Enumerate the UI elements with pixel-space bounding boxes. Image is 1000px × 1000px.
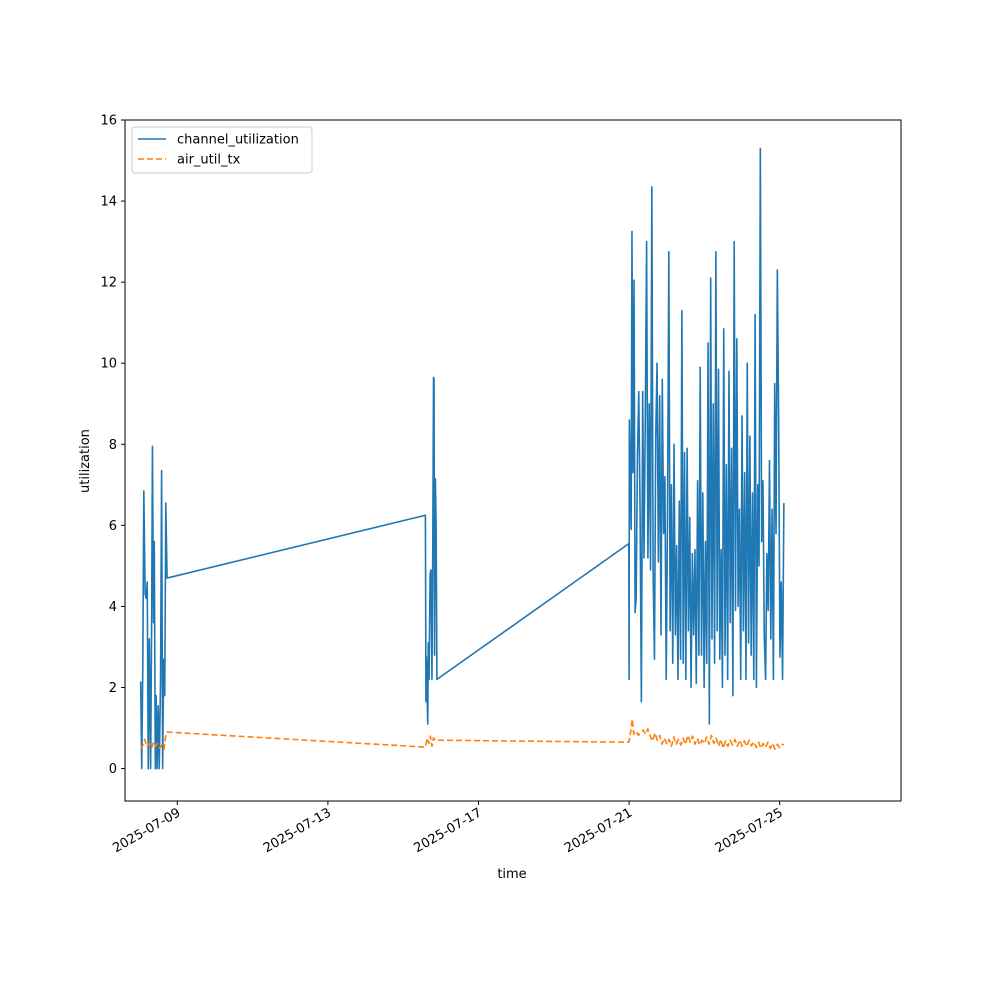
legend-label: air_util_tx <box>177 153 241 168</box>
series-line-air-util-tx <box>139 718 785 750</box>
y-tick-label: 0 <box>109 762 117 777</box>
y-tick-label: 10 <box>100 357 117 372</box>
plot-area <box>139 147 785 770</box>
y-tick-label: 6 <box>109 519 117 534</box>
y-tick-label: 2 <box>109 681 117 696</box>
y-axis: 0 2 4 6 8 10 12 14 16 <box>100 114 125 777</box>
y-tick-label: 4 <box>109 600 117 615</box>
legend-label: channel_utilization <box>177 133 299 148</box>
y-tick-label: 16 <box>100 114 117 129</box>
y-axis-label: utilization <box>78 429 93 493</box>
y-tick-label: 14 <box>100 195 117 210</box>
series-line-channel-utilization <box>139 147 785 770</box>
legend: channel_utilization air_util_tx <box>131 126 313 174</box>
y-tick-label: 12 <box>100 276 117 291</box>
series-layer <box>139 147 785 770</box>
legend-box <box>131 126 313 174</box>
y-tick-label: 8 <box>109 438 117 453</box>
x-axis-label: time <box>497 867 526 882</box>
plot-frame <box>124 119 902 802</box>
